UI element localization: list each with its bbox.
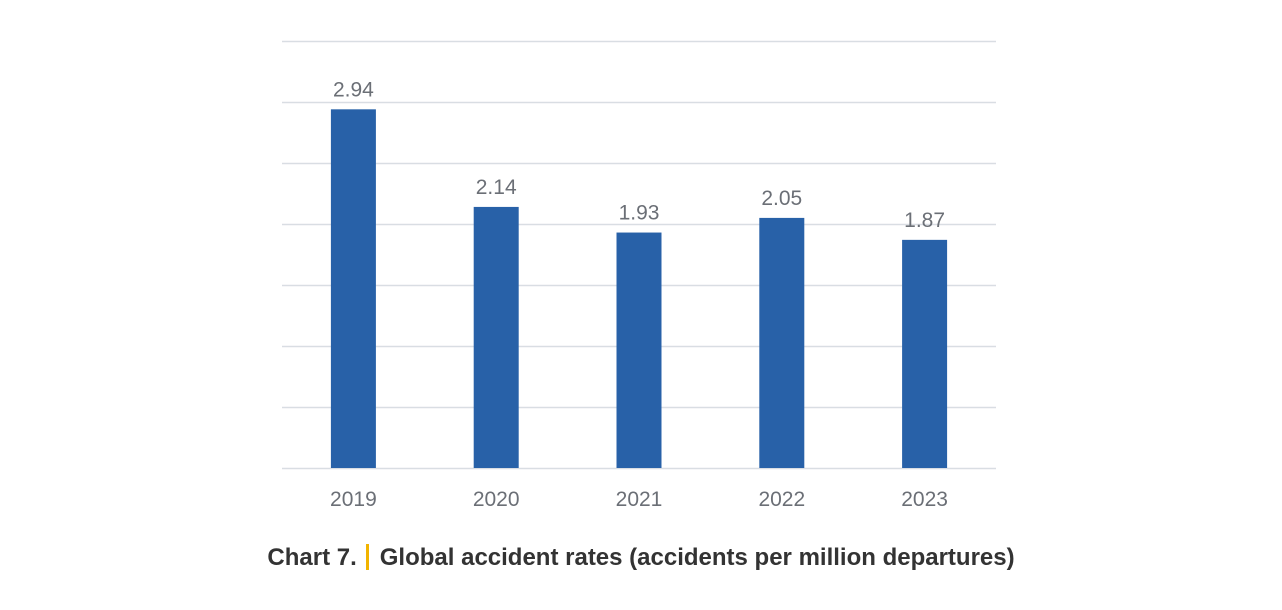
- data-label-2021: 1.93: [619, 202, 660, 225]
- caption-label: Chart 7.: [267, 544, 357, 571]
- data-label-2020: 2.14: [476, 176, 517, 199]
- x-tick-label-2021: 2021: [616, 488, 663, 511]
- x-tick-label-2023: 2023: [901, 488, 948, 511]
- x-tick-label-2019: 2019: [330, 488, 377, 511]
- chart-caption: Chart 7. Global accident rates (accidents…: [0, 544, 1282, 572]
- data-label-2022: 2.05: [761, 187, 802, 210]
- bar-2019: [330, 109, 376, 468]
- caption-title: Global accident rates (accidents per mil…: [379, 544, 1015, 571]
- data-label-2019: 2.94: [333, 78, 374, 101]
- data-labels: 2.94 2.14 1.93 2.05 1.87: [333, 78, 945, 232]
- caption-separator: [365, 544, 369, 570]
- x-tick-label-2022: 2022: [758, 488, 805, 511]
- bar-2023: [902, 239, 948, 468]
- bar-chart: 2.94 2.14 1.93 2.05 1.87 2019 2020 2021 2022 202…: [282, 40, 996, 511]
- bar-2022: [759, 217, 805, 468]
- bar-2020: [473, 206, 519, 469]
- bar-2021: [616, 232, 662, 468]
- x-tick-label-2020: 2020: [473, 488, 520, 511]
- x-axis-tick-labels: 2019 2020 2021 2022 2023: [330, 488, 948, 511]
- data-label-2023: 1.87: [904, 209, 945, 232]
- bars: [330, 109, 948, 469]
